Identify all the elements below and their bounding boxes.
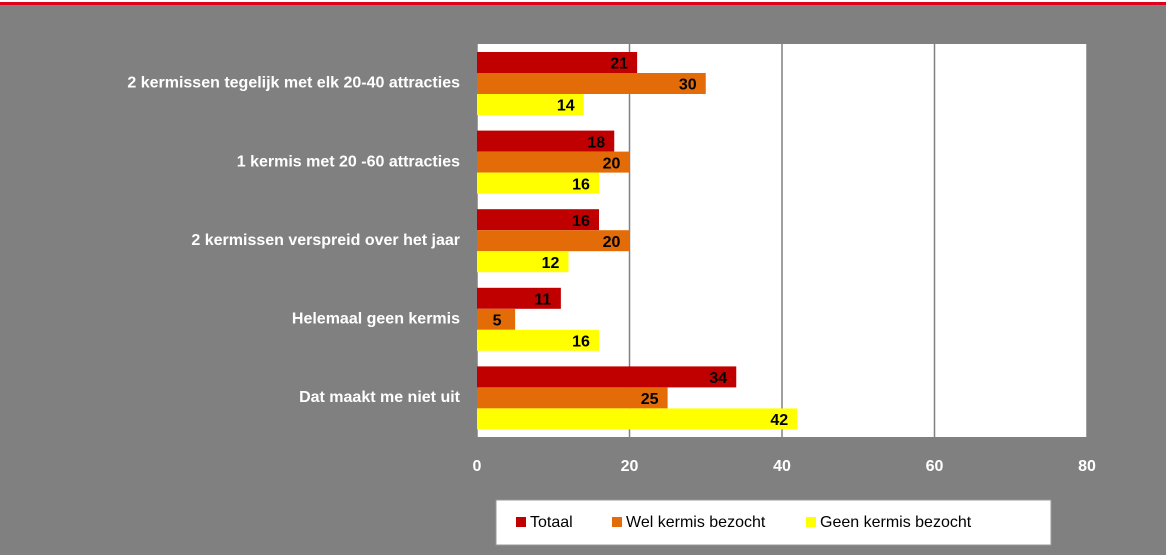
data-label: 16 bbox=[572, 176, 590, 193]
top-line bbox=[0, 2, 1166, 5]
bar bbox=[477, 172, 599, 194]
legend bbox=[495, 499, 1052, 546]
y-tick-label: Dat maakt me niet uit bbox=[299, 389, 461, 406]
bar bbox=[477, 308, 516, 330]
data-label: 14 bbox=[557, 98, 575, 115]
top-strip bbox=[0, 0, 1166, 2]
bar bbox=[477, 387, 668, 409]
bar bbox=[477, 251, 569, 273]
bar bbox=[477, 52, 638, 73]
bar bbox=[477, 151, 630, 173]
y-tick-label: 1 kermis met 20 -60 attracties bbox=[237, 153, 460, 170]
data-label: 20 bbox=[603, 234, 621, 251]
legend-label: Wel kermis bezocht bbox=[626, 514, 766, 531]
bar bbox=[477, 73, 706, 94]
data-label: 16 bbox=[572, 334, 590, 351]
x-tick-label: 40 bbox=[773, 458, 791, 475]
y-tick-label: Helemaal geen kermis bbox=[292, 311, 460, 328]
bar bbox=[477, 329, 599, 351]
data-label: 18 bbox=[587, 134, 605, 151]
legend-label: Geen kermis bezocht bbox=[820, 514, 972, 531]
data-label: 34 bbox=[709, 370, 727, 387]
y-tick-label: 2 kermissen tegelijk met elk 20-40 attra… bbox=[127, 75, 460, 92]
y-tick-label: 2 kermissen verspreid over het jaar bbox=[191, 232, 460, 249]
data-label: 12 bbox=[542, 255, 560, 272]
data-label: 42 bbox=[770, 412, 788, 429]
legend-swatch bbox=[516, 517, 526, 527]
bar bbox=[477, 366, 737, 388]
x-tick-label: 80 bbox=[1078, 458, 1096, 475]
data-label: 21 bbox=[610, 56, 628, 73]
bar bbox=[477, 287, 561, 309]
legend-label: Totaal bbox=[530, 514, 573, 531]
x-tick-label: 60 bbox=[926, 458, 944, 475]
legend-swatch bbox=[806, 517, 816, 527]
data-label: 11 bbox=[534, 292, 551, 309]
data-label: 5 bbox=[493, 313, 502, 330]
bar bbox=[477, 94, 584, 115]
bar bbox=[477, 230, 630, 252]
x-tick-label: 20 bbox=[621, 458, 639, 475]
data-label: 30 bbox=[679, 77, 697, 94]
data-label: 25 bbox=[641, 391, 659, 408]
data-label: 16 bbox=[572, 213, 590, 230]
legend-swatch bbox=[612, 517, 622, 527]
x-tick-label: 0 bbox=[473, 458, 482, 475]
data-label: 20 bbox=[603, 155, 621, 172]
bar bbox=[477, 209, 599, 231]
bar bbox=[477, 130, 615, 152]
bar bbox=[477, 408, 798, 430]
